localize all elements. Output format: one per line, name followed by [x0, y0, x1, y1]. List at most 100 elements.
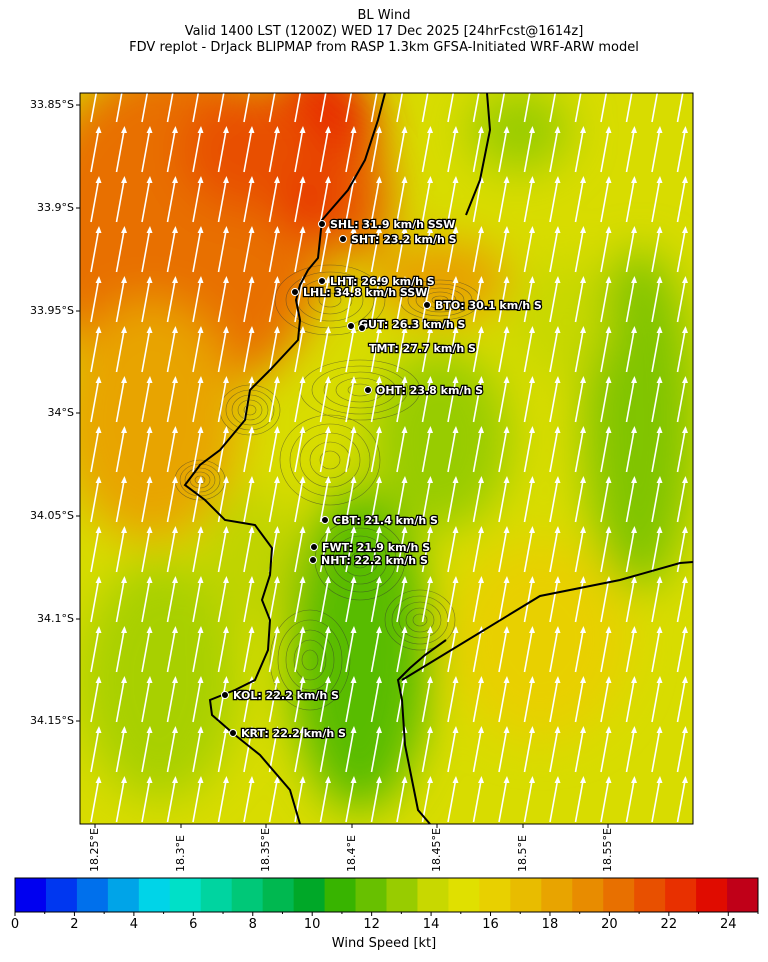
station-label: TMT: 27.7 km/h S	[369, 342, 476, 355]
wind-arrow	[600, 426, 612, 473]
station-label: SHT: 23.2 km/h S	[351, 233, 457, 246]
wind-arrow	[549, 476, 561, 523]
wind-arrow	[396, 176, 408, 223]
station: TMT: 27.7 km/h S	[358, 324, 477, 356]
colorbar-tick-label: 12	[363, 917, 380, 932]
wind-arrow	[345, 376, 357, 423]
wind-arrow	[676, 526, 688, 573]
wind-arrow	[498, 476, 510, 523]
wind-arrow	[345, 576, 357, 623]
wind-arrow	[294, 376, 306, 423]
wind-arrow	[243, 126, 255, 173]
wind-arrow	[319, 226, 331, 273]
wind-arrow	[345, 626, 357, 673]
colorbar-segment	[355, 878, 387, 912]
wind-arrow	[166, 526, 178, 573]
wind-arrow	[447, 526, 459, 573]
wind-arrow	[294, 526, 306, 573]
wind-arrow	[319, 526, 331, 573]
wind-arrow	[472, 526, 484, 573]
wind-arrow	[396, 326, 408, 373]
contour-line	[277, 619, 343, 701]
wind-arrow	[396, 376, 408, 423]
wind-arrow	[192, 576, 204, 623]
wind-arrow	[574, 276, 586, 323]
contour-line	[431, 295, 449, 305]
colorbar-segment	[200, 878, 233, 912]
wind-arrow	[319, 576, 331, 623]
wind-arrow	[498, 626, 510, 673]
wind-arrow	[625, 376, 637, 423]
wind-arrow	[345, 276, 357, 323]
wind-arrow	[421, 476, 433, 523]
wind-arrow	[421, 726, 433, 773]
wind-arrow	[498, 526, 510, 573]
wind-arrow	[345, 426, 357, 473]
colorbar-segment	[634, 878, 666, 912]
wind-arrow	[396, 276, 408, 323]
wind-arrow	[523, 676, 535, 723]
wind-arrow	[651, 176, 663, 223]
wind-arrow	[217, 326, 229, 373]
wind-arrow	[243, 476, 255, 523]
wind-arrow	[243, 626, 255, 673]
wind-arrow	[600, 93, 608, 123]
wind-arrow	[574, 626, 586, 673]
wind-arrow	[370, 326, 382, 373]
wind-arrow	[549, 93, 557, 123]
colorbar-tick-label: 24	[719, 917, 737, 932]
wind-arrow	[294, 676, 306, 723]
contour-line	[309, 441, 351, 479]
station-dot	[318, 220, 326, 228]
wind-arrow	[370, 576, 382, 623]
contour-line	[399, 279, 481, 321]
wind-arrow	[115, 526, 127, 573]
wind-arrow	[243, 176, 255, 223]
wind-arrow	[115, 576, 127, 623]
station: KRT: 22.2 km/h S	[229, 726, 347, 741]
wind-arrow	[370, 626, 382, 673]
wind-arrow	[243, 276, 255, 323]
wind-arrow	[141, 426, 153, 473]
wind-arrow	[574, 776, 586, 823]
wind-arrow	[141, 526, 153, 573]
wind-arrow	[319, 726, 331, 773]
wind-arrow	[574, 126, 586, 173]
wind-arrow	[523, 726, 535, 773]
wind-arrow	[600, 126, 612, 173]
latitude-label: 34.05°S	[30, 509, 74, 522]
wind-arrow	[370, 126, 382, 173]
wind-arrow	[421, 376, 433, 423]
colorbar-segment	[572, 878, 604, 912]
colorbar-segment	[169, 878, 202, 912]
wind-arrow	[523, 626, 535, 673]
wind-arrow	[370, 426, 382, 473]
wind-arrow	[676, 276, 688, 323]
wind-arrow	[345, 726, 357, 773]
wind-arrow	[421, 626, 433, 673]
contour-line	[335, 377, 385, 403]
wind-arrow	[294, 626, 306, 673]
wind-arrow	[498, 776, 510, 823]
wind-arrow	[472, 576, 484, 623]
wind-arrow	[192, 726, 204, 773]
contour-line	[274, 264, 386, 336]
wind-arrow	[498, 576, 510, 623]
wind-arrow	[472, 93, 480, 123]
contour-line	[307, 285, 353, 315]
wind-arrow	[549, 626, 561, 673]
wind-arrow	[472, 126, 484, 173]
wind-arrow	[166, 476, 178, 523]
wind-arrow	[115, 226, 127, 273]
wind-vectors	[90, 93, 688, 823]
wind-arrow	[268, 376, 280, 423]
wind-arrow	[268, 276, 280, 323]
wind-arrow	[90, 276, 102, 323]
colorbar-segment	[417, 878, 449, 912]
wind-arrow	[166, 326, 178, 373]
wind-arrow	[319, 626, 331, 673]
wind-arrow	[115, 626, 127, 673]
contour-line	[405, 607, 435, 633]
wind-arrow	[600, 376, 612, 423]
wind-arrow	[574, 226, 586, 273]
